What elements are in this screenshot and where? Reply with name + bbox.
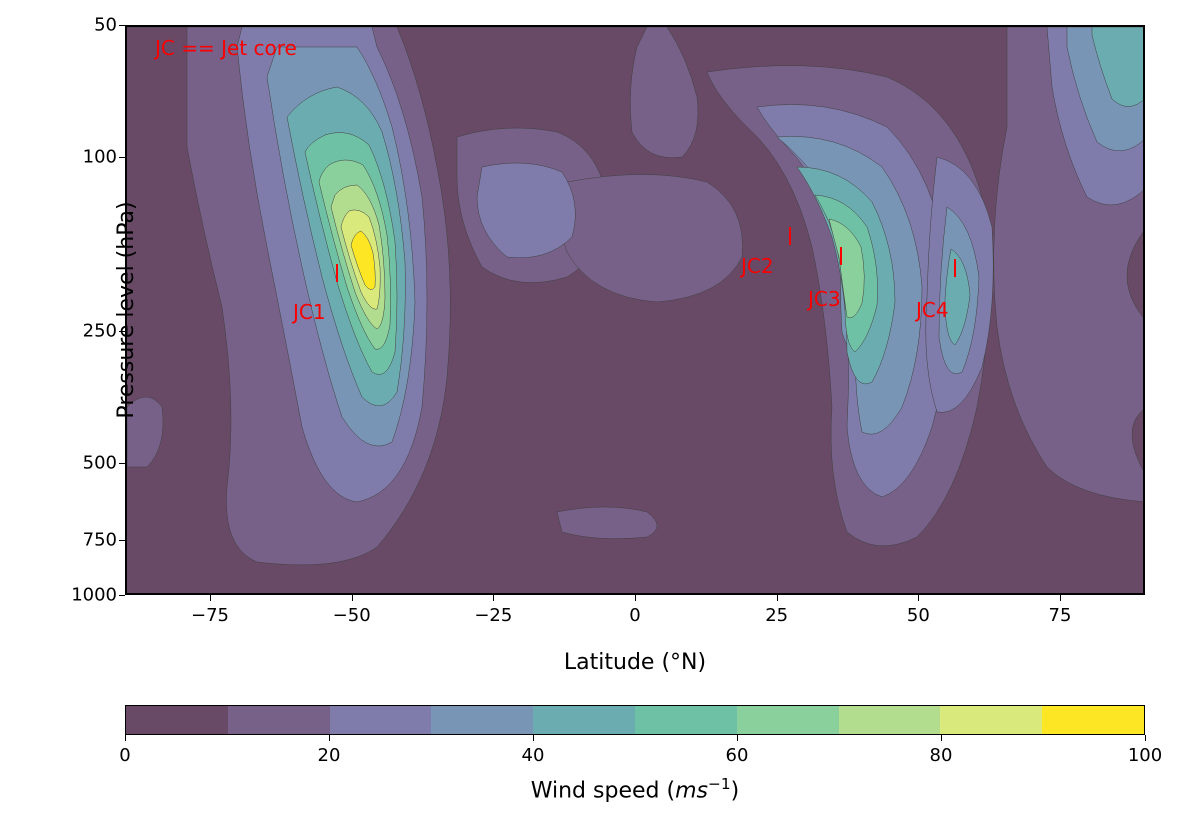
y-tick-label: 250: [83, 321, 117, 342]
colorbar-segment: [228, 706, 330, 734]
colorbar-tick-label: 0: [119, 745, 130, 766]
x-tick-mark: [777, 595, 778, 601]
x-tick-mark: [210, 595, 211, 601]
wind-speed-contour-chart: [125, 25, 1145, 595]
y-tick-label: 500: [83, 453, 117, 474]
colorbar-tick-mark: [737, 735, 738, 741]
jc2-marker: [789, 227, 791, 245]
y-tick-mark: [119, 463, 125, 464]
colorbar-segment: [126, 706, 228, 734]
x-tick-label: 25: [765, 605, 788, 626]
y-tick-mark: [119, 25, 125, 26]
legend-note: JC == Jet core: [155, 36, 297, 60]
colorbar-segment: [635, 706, 737, 734]
y-tick-mark: [119, 331, 125, 332]
colorbar-segment: [940, 706, 1042, 734]
jc4-label: JC4: [916, 298, 949, 322]
colorbar-tick-label: 40: [522, 745, 545, 766]
x-tick-label: 0: [629, 605, 640, 626]
y-tick-mark: [119, 157, 125, 158]
jc1-label: JC1: [293, 300, 326, 324]
jc3-label: JC3: [808, 287, 841, 311]
colorbar-segment: [839, 706, 941, 734]
y-tick-mark: [119, 540, 125, 541]
x-tick-label: −75: [191, 605, 229, 626]
colorbar-tick-mark: [329, 735, 330, 741]
colorbar-segment: [533, 706, 635, 734]
colorbar-tick-mark: [533, 735, 534, 741]
contour-svg: [127, 27, 1143, 593]
x-tick-label: 75: [1049, 605, 1072, 626]
colorbar-tick-label: 80: [930, 745, 953, 766]
colorbar-segment: [737, 706, 839, 734]
jc4-marker: [954, 259, 956, 277]
colorbar-tick-mark: [125, 735, 126, 741]
x-tick-label: 50: [907, 605, 930, 626]
x-tick-mark: [635, 595, 636, 601]
colorbar-tick-label: 20: [318, 745, 341, 766]
x-tick-mark: [1060, 595, 1061, 601]
x-tick-label: −25: [474, 605, 512, 626]
x-axis-label: Latitude (°N): [564, 650, 706, 675]
y-tick-label: 750: [83, 530, 117, 551]
y-tick-label: 100: [83, 146, 117, 167]
colorbar-segment: [431, 706, 533, 734]
colorbar-tick-mark: [941, 735, 942, 741]
colorbar-tick-label: 60: [726, 745, 749, 766]
colorbar-segment: [1042, 706, 1144, 734]
x-tick-mark: [493, 595, 494, 601]
jc2-label: JC2: [741, 254, 774, 278]
colorbar-tick-mark: [1145, 735, 1146, 741]
plot-area: [127, 27, 1143, 593]
y-tick-label: 50: [94, 15, 117, 36]
jc1-marker: [336, 264, 338, 282]
x-tick-mark: [352, 595, 353, 601]
x-tick-label: −50: [333, 605, 371, 626]
colorbar-label: Wind speed (ms−1): [531, 775, 740, 803]
colorbar: [125, 705, 1145, 735]
y-tick-mark: [119, 595, 125, 596]
y-tick-label: 1000: [71, 585, 117, 606]
colorbar-tick-label: 100: [1128, 745, 1162, 766]
x-tick-mark: [918, 595, 919, 601]
colorbar-segment: [330, 706, 432, 734]
jc3-marker: [840, 247, 842, 265]
y-axis-label: Pressure level (hPa): [114, 201, 139, 418]
